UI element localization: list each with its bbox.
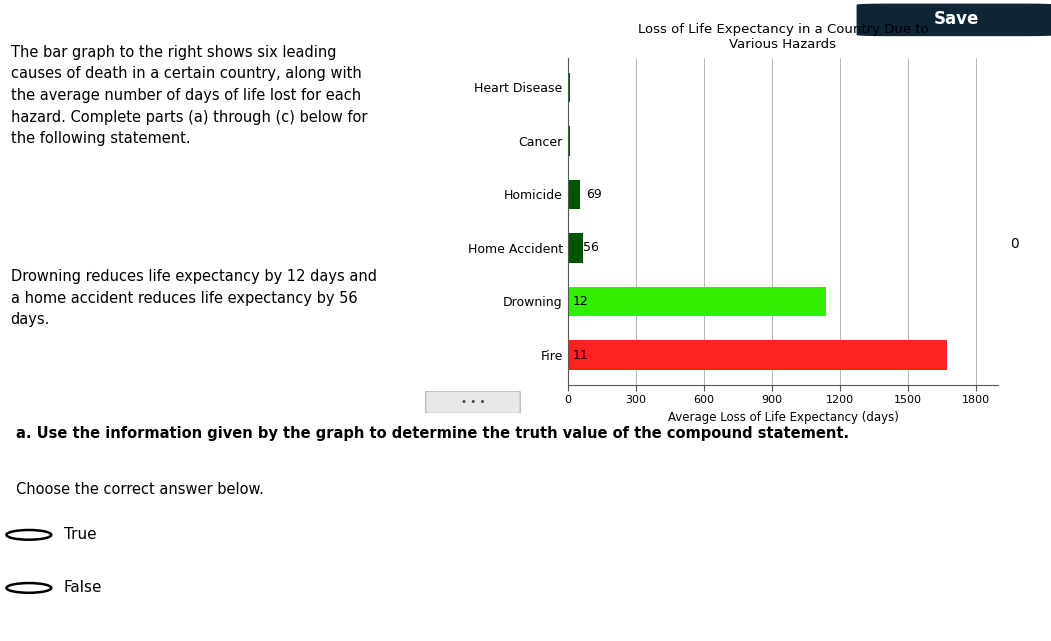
Text: True: True — [63, 528, 96, 542]
FancyBboxPatch shape — [857, 4, 1051, 36]
Text: a. Use the information given by the graph to determine the truth value of the co: a. Use the information given by the grap… — [16, 426, 849, 442]
Bar — [568, 340, 947, 370]
Bar — [568, 287, 826, 316]
Text: False: False — [63, 580, 102, 595]
Text: 0: 0 — [1010, 237, 1018, 251]
Bar — [568, 72, 570, 102]
Title: Loss of Life Expectancy in a Country Due to
Various Hazards: Loss of Life Expectancy in a Country Due… — [638, 23, 928, 51]
Text: 1673: 1673 — [909, 81, 944, 94]
Bar — [568, 179, 580, 209]
Text: 12: 12 — [573, 295, 589, 308]
Text: Drowning reduces life expectancy by 12 days and
a home accident reduces life exp: Drowning reduces life expectancy by 12 d… — [11, 269, 376, 328]
Text: 11: 11 — [573, 349, 589, 362]
Text: Choose the correct answer below.: Choose the correct answer below. — [16, 482, 264, 497]
Text: 1139: 1139 — [787, 135, 823, 147]
X-axis label: Average Loss of Life Expectancy (days): Average Loss of Life Expectancy (days) — [667, 411, 899, 424]
Text: • • •: • • • — [460, 397, 486, 407]
Text: The bar graph to the right shows six leading
causes of death in a certain countr: The bar graph to the right shows six lea… — [11, 45, 367, 146]
Bar — [568, 233, 583, 263]
Text: Save: Save — [933, 10, 980, 28]
FancyBboxPatch shape — [426, 391, 520, 413]
Bar — [568, 126, 571, 156]
Text: 69: 69 — [585, 188, 601, 201]
Text: 56: 56 — [583, 242, 599, 254]
